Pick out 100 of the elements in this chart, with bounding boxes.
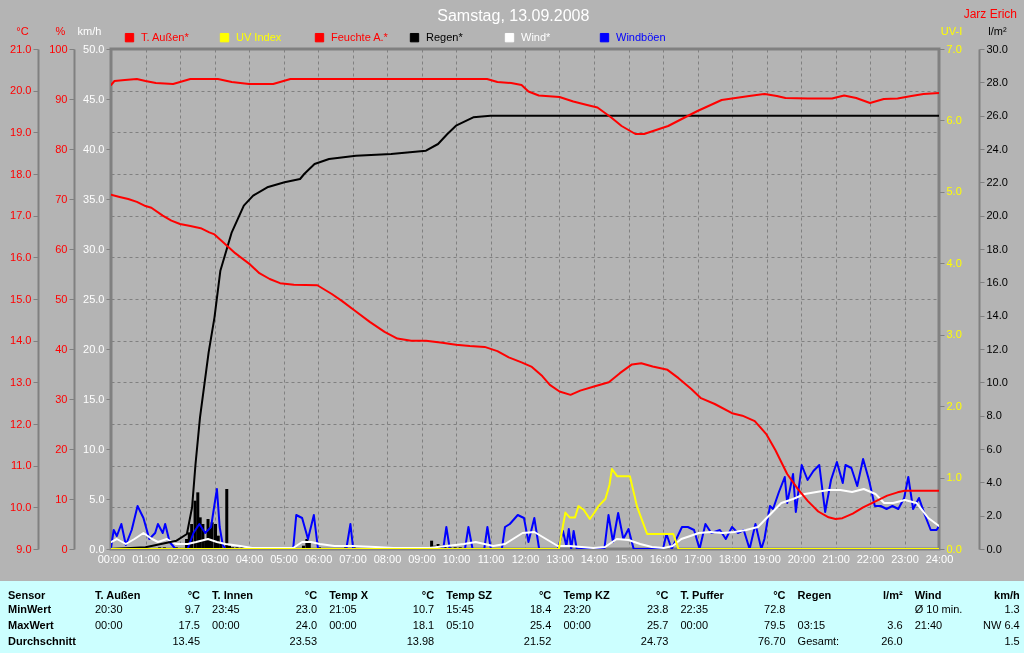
text: 25.4 <box>529 619 552 631</box>
text: Gesamt: <box>797 635 840 647</box>
text: 1.3 <box>1004 603 1020 615</box>
y-tick-label: 15.0 <box>83 392 105 405</box>
legend-label: Regen* <box>426 30 464 43</box>
category-label: Temp SZ <box>446 589 493 601</box>
y2-tick-label: 4.0 <box>946 256 962 269</box>
y2-tick-label: 6.0 <box>946 113 962 126</box>
x-tick-label: 01:00 <box>132 552 160 565</box>
text: 18.4 <box>529 603 552 615</box>
text: 00:00 <box>563 619 591 631</box>
text: 26.0 <box>881 635 903 647</box>
x-tick-label: 17:00 <box>684 552 712 565</box>
text: NW 6.4 <box>983 619 1020 631</box>
text: 10.7 <box>412 603 435 615</box>
y2-axis-title: l/m² <box>988 24 1007 37</box>
y2-axis-title: UV-I <box>940 24 963 37</box>
category-label: l/m² <box>883 589 903 601</box>
text: 23:45 <box>212 603 240 615</box>
x-tick-label: 10:00 <box>442 552 471 565</box>
category-label: °C <box>421 589 435 601</box>
y2-tick-label: 10.0 <box>986 375 1008 388</box>
text: 21.52 <box>523 635 552 647</box>
y-tick-label: 20.0 <box>83 342 105 355</box>
category-label: T. Außen <box>95 589 141 601</box>
text: 79.5 <box>764 619 786 631</box>
text: 1.5 <box>1004 635 1020 647</box>
y2-tick-label: 26.0 <box>986 109 1008 122</box>
text: Sensor <box>8 589 47 601</box>
text: 23.0 <box>295 603 318 615</box>
x-tick-label: 14:00 <box>580 552 609 565</box>
text: 76.70 <box>757 635 786 647</box>
y2-tick-label: 0.0 <box>986 542 1002 555</box>
legend-label: T. Außen* <box>141 30 190 43</box>
x-tick-label: 02:00 <box>166 552 195 565</box>
text: 24.73 <box>640 635 669 647</box>
legend-label: Windböen <box>616 30 666 43</box>
y2-tick-label: 28.0 <box>986 75 1008 88</box>
y-tick-label: 12.0 <box>10 417 32 430</box>
text: 17.5 <box>178 619 200 631</box>
x-tick-label: 04:00 <box>235 552 264 565</box>
text: 15:45 <box>446 603 474 615</box>
x-tick-label: 19:00 <box>753 552 781 565</box>
y2-tick-label: 18.0 <box>986 242 1008 255</box>
x-tick-label: 16:00 <box>649 552 678 565</box>
x-tick-label: 13:00 <box>546 552 574 565</box>
y-tick-label: 35.0 <box>83 192 105 205</box>
y3-tick-label: 50 <box>55 292 68 305</box>
text: 23.8 <box>646 603 669 615</box>
text: 72.8 <box>764 603 786 615</box>
chart-title: Samstag, 13.09.2008 <box>437 7 590 24</box>
y-tick-label: 13.0 <box>10 375 32 388</box>
text: 22:35 <box>680 603 709 615</box>
y2-tick-label: 2.0 <box>946 399 962 412</box>
y2-tick-label: 12.0 <box>986 342 1008 355</box>
y3-tick-label: 80 <box>55 142 68 155</box>
text: 25.7 <box>646 619 669 631</box>
text: 00:00 <box>95 619 123 631</box>
y3-tick-label: 60 <box>55 242 68 255</box>
category-label: Temp X <box>329 589 369 601</box>
category-label: MinWert <box>8 603 52 615</box>
category-label: °C <box>304 589 318 601</box>
text: 13.45 <box>172 635 200 647</box>
y3-tick-label: 70 <box>55 192 68 205</box>
x-tick-label: 05:00 <box>270 552 298 565</box>
text: 23:20 <box>563 603 591 615</box>
text: 21:40 <box>914 619 943 631</box>
text: 23.53 <box>289 635 318 647</box>
category-label: °C <box>187 589 201 601</box>
y2-tick-label: 20.0 <box>986 209 1008 222</box>
x-tick-label: 07:00 <box>339 552 367 565</box>
text: 21:05 <box>329 603 357 615</box>
y2-tick-label: 5.0 <box>946 185 962 198</box>
y2-tick-label: 2.0 <box>986 509 1002 522</box>
category-label: °C <box>538 589 552 601</box>
category-label: °C <box>656 589 669 601</box>
y3-tick-label: 0 <box>61 542 68 555</box>
y3-tick-label: 30 <box>55 392 68 405</box>
y-tick-label: 18.0 <box>10 167 32 180</box>
text: 24.0 <box>295 619 318 631</box>
category-label: T. Innen <box>212 589 254 601</box>
y-tick-label: 20.0 <box>10 84 32 97</box>
category-label: °C <box>773 589 786 601</box>
y3-tick-label: 20 <box>55 442 68 455</box>
y-axis-title: km/h <box>77 24 102 37</box>
text: Jarz Erich <box>963 7 1017 21</box>
y-tick-label: 14.0 <box>10 334 32 347</box>
text: 3.6 <box>887 619 903 631</box>
text: 05:10 <box>446 619 474 631</box>
x-tick-label: 24:00 <box>925 552 954 565</box>
y3-tick-label: 100 <box>49 42 68 55</box>
y-tick-label: 25.0 <box>83 292 105 305</box>
y2-tick-label: 14.0 <box>986 309 1008 322</box>
x-tick-label: 00:00 <box>97 552 126 565</box>
x-tick-label: 23:00 <box>891 552 919 565</box>
text: 18.1 <box>412 619 435 631</box>
category-label: Regen <box>797 589 832 601</box>
category-label: Wind <box>914 589 942 601</box>
y2-tick-label: 6.0 <box>986 442 1002 455</box>
y3-tick-label: 90 <box>55 92 68 105</box>
